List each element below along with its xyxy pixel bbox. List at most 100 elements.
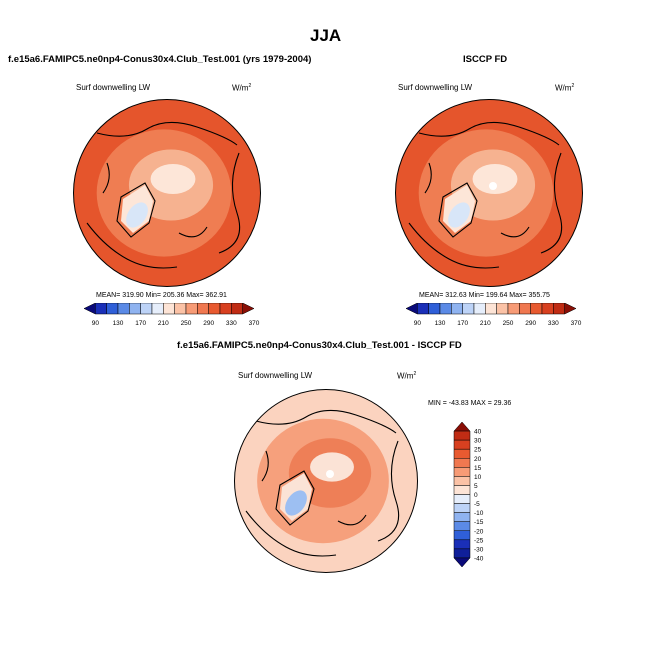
colorbar-tick-label: 170 xyxy=(135,320,146,327)
coastline-3 xyxy=(408,222,500,269)
colorbar-tick-label: 330 xyxy=(548,320,559,327)
coastline-0 xyxy=(418,121,560,146)
map-border xyxy=(73,99,261,287)
panel1-stats: MEAN= 319.90 Min= 205.36 Max= 362.91 xyxy=(96,292,227,299)
colorbar-tick-label: 370 xyxy=(249,320,260,327)
panel1-map xyxy=(73,99,261,287)
colorbar-swatch xyxy=(453,448,471,459)
greenland-ice-field xyxy=(448,202,470,228)
colorbar-tick-label: -25 xyxy=(474,537,484,544)
panel3-colorbar: 40 30 25 20 15 10 5 0 -5 -10 -15 -20 -25 -30 -40 xyxy=(453,421,484,568)
colorbar-swatch xyxy=(129,303,141,315)
panel3-map xyxy=(234,389,418,573)
colorbar-swatch xyxy=(451,303,463,315)
coastline-2 xyxy=(116,182,156,238)
coastline-4 xyxy=(102,162,110,194)
panel2-title: ISCCP FD xyxy=(463,54,508,65)
panel3-title: f.e15a6.FAMIPC5.ne0np4-Conus30x4.Club_Te… xyxy=(177,340,462,351)
colorbar-swatch xyxy=(185,303,198,315)
colorbar-swatch xyxy=(485,303,497,315)
colorbar-swatch xyxy=(428,303,441,315)
coastline-0 xyxy=(96,121,238,146)
panel1-colorbar: 90 130 170 210 250 290 330 370 xyxy=(83,303,260,327)
coastline-0 xyxy=(255,409,397,434)
colorbar-tick-label: 290 xyxy=(525,320,536,327)
colorbar-swatch xyxy=(453,512,471,522)
colorbar-swatch xyxy=(106,303,119,315)
map-border xyxy=(395,99,583,287)
coastline-3 xyxy=(245,510,337,557)
colorbar-swatch xyxy=(507,303,520,315)
colorbar-swatch xyxy=(453,439,471,450)
panel3-units: W/m2 xyxy=(397,371,417,381)
coastline-4 xyxy=(261,450,269,482)
coastline-1 xyxy=(377,440,400,542)
colorbar-tick-label: 20 xyxy=(474,456,482,463)
colorbar-swatch xyxy=(140,303,153,315)
colorbar-tick-label: 90 xyxy=(92,320,100,327)
coastline-2 xyxy=(275,470,315,526)
coastline-5 xyxy=(178,226,208,238)
colorbar-tick-label: 15 xyxy=(474,465,482,472)
colorbar-tick-label: 10 xyxy=(474,474,482,481)
colorbar-tick-label: 90 xyxy=(414,320,422,327)
coastline-5 xyxy=(500,226,530,238)
coastline-3 xyxy=(86,222,178,269)
colorbar-swatch xyxy=(462,303,475,315)
colorbar-swatch xyxy=(453,539,471,550)
colorbar-swatch xyxy=(417,303,429,315)
colorbar-swatch xyxy=(95,303,107,315)
colorbar-swatch xyxy=(496,303,509,315)
colorbar-swatch xyxy=(453,458,471,468)
panel3-variable-label: Surf downwelling LW xyxy=(238,371,313,380)
colorbar-swatch xyxy=(405,303,418,315)
colorbar-swatch xyxy=(453,476,471,486)
colorbar-tick-label: 250 xyxy=(503,320,514,327)
colorbar-tick-label: 250 xyxy=(181,320,192,327)
colorbar-tick-label: 30 xyxy=(474,438,482,445)
greenland-ice-field xyxy=(285,490,307,516)
colorbar-swatch xyxy=(453,503,471,513)
colorbar-tick-label: -5 xyxy=(474,501,480,508)
colorbar-tick-label: -20 xyxy=(474,528,484,535)
page-title: JJA xyxy=(310,26,342,45)
colorbar-swatch xyxy=(453,557,471,568)
panel1-variable-label: Surf downwelling LW xyxy=(76,83,151,92)
colorbar-swatch xyxy=(219,303,232,315)
panel2-units: W/m2 xyxy=(555,83,575,93)
panel2-colorbar: 90 130 170 210 250 290 330 370 xyxy=(405,303,582,327)
map-border xyxy=(234,389,418,573)
colorbar-swatch xyxy=(453,530,471,541)
coastline-2 xyxy=(438,182,478,238)
colorbar-swatch xyxy=(453,494,471,504)
colorbar-tick-label: 25 xyxy=(474,447,482,454)
colorbar-tick-label: 0 xyxy=(474,492,478,499)
colorbar-tick-label: 130 xyxy=(113,320,124,327)
colorbar-swatch xyxy=(231,303,243,315)
map-central-field xyxy=(472,164,518,194)
panel3-stats: MIN = -43.83 MAX = 29.36 xyxy=(428,400,512,407)
coastline-1 xyxy=(218,152,241,254)
colorbar-tick-label: 210 xyxy=(158,320,169,327)
colorbar-swatch xyxy=(453,467,471,477)
colorbar-tick-label: 330 xyxy=(226,320,237,327)
colorbar-tick-label: 130 xyxy=(435,320,446,327)
colorbar-swatch xyxy=(174,303,187,315)
colorbar-swatch xyxy=(564,303,577,315)
colorbar-swatch xyxy=(453,430,471,441)
colorbar-swatch xyxy=(553,303,565,315)
colorbar-swatch xyxy=(197,303,209,315)
colorbar-tick-label: -10 xyxy=(474,510,484,517)
colorbar-swatch xyxy=(541,303,554,315)
colorbar-swatch xyxy=(473,303,486,315)
pole-hole xyxy=(326,470,334,478)
panel1-units: W/m2 xyxy=(232,83,252,93)
coastline-4 xyxy=(424,162,432,194)
colorbar-tick-label: -30 xyxy=(474,546,484,553)
colorbar-swatch xyxy=(453,521,471,531)
colorbar-swatch xyxy=(453,485,471,495)
colorbar-swatch xyxy=(453,421,471,432)
colorbar-tick-label: 40 xyxy=(474,429,482,436)
colorbar-tick-label: 290 xyxy=(203,320,214,327)
colorbar-swatch xyxy=(242,303,255,315)
